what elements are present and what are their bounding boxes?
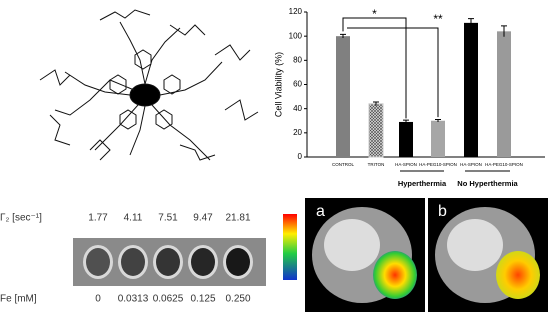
x-tick-label: TRITON <box>368 162 385 167</box>
error-bar <box>403 119 409 124</box>
y-tick-label: 120 <box>289 7 303 16</box>
panel-label: a <box>316 203 325 220</box>
well-core <box>156 248 180 276</box>
y-tick-label: 40 <box>293 104 302 113</box>
x-tick-label: HA-PEG10-SPION <box>485 162 523 167</box>
well-core <box>226 248 250 276</box>
fe-label: Fe [mM] <box>0 294 37 305</box>
fe-value: 0.0625 <box>153 294 184 305</box>
group-label: Hyperthermia <box>398 179 447 188</box>
mri-panel: b <box>428 198 548 312</box>
bar <box>336 36 350 157</box>
bar <box>464 22 478 157</box>
bar-chart: Cell Viability (%) 0 20 40 60 80 100 120 CONTROL… <box>273 7 545 188</box>
bar <box>399 121 413 157</box>
sig-bracket <box>342 17 407 119</box>
error-bar <box>373 101 379 106</box>
well-core <box>86 248 110 276</box>
bar <box>431 120 445 157</box>
r2-value: 4.11 <box>124 213 143 224</box>
r2-value: 7.51 <box>158 213 178 224</box>
r2-value: 21.81 <box>225 213 250 224</box>
sig-label: ** <box>433 12 443 26</box>
r2-value: 1.77 <box>88 213 108 224</box>
sig-label: * <box>372 7 377 21</box>
well-core <box>121 248 145 276</box>
error-bar <box>468 18 474 28</box>
y-tick-label: 80 <box>293 55 302 64</box>
fe-value: 0.0313 <box>118 294 149 305</box>
error-bar <box>435 119 441 122</box>
bar <box>368 103 384 158</box>
y-axis-label: Cell Viability (%) <box>273 52 283 117</box>
x-tick-label: HA-PEG10-SPION <box>419 162 457 167</box>
fe-value: 0 <box>95 294 101 305</box>
phantom-wells <box>83 245 253 279</box>
y-tick-label: 60 <box>293 80 302 89</box>
group-label: No Hyperthermia <box>457 179 518 188</box>
mri-panel: a <box>305 198 425 312</box>
r2-value: 9.47 <box>193 213 213 224</box>
x-tick-label: HA-SPION <box>460 162 482 167</box>
y-tick-label: 0 <box>298 152 303 161</box>
error-bar <box>340 33 346 38</box>
bar <box>497 31 511 157</box>
fe-value: 0.250 <box>225 294 250 305</box>
x-tick-label: CONTROL <box>332 162 354 167</box>
color-bar <box>283 214 297 280</box>
molecule <box>39 9 259 161</box>
panel-label: b <box>438 203 447 220</box>
error-bar <box>501 25 507 37</box>
well-core <box>191 248 215 276</box>
sig-bracket <box>347 27 439 118</box>
x-tick-label: HA-SPION <box>395 162 417 167</box>
fe-value: 0.125 <box>190 294 215 305</box>
y-tick-label: 100 <box>289 31 303 40</box>
y-tick-label: 20 <box>293 128 302 137</box>
r2-label: Γ₂ [sec⁻¹] <box>0 213 42 224</box>
